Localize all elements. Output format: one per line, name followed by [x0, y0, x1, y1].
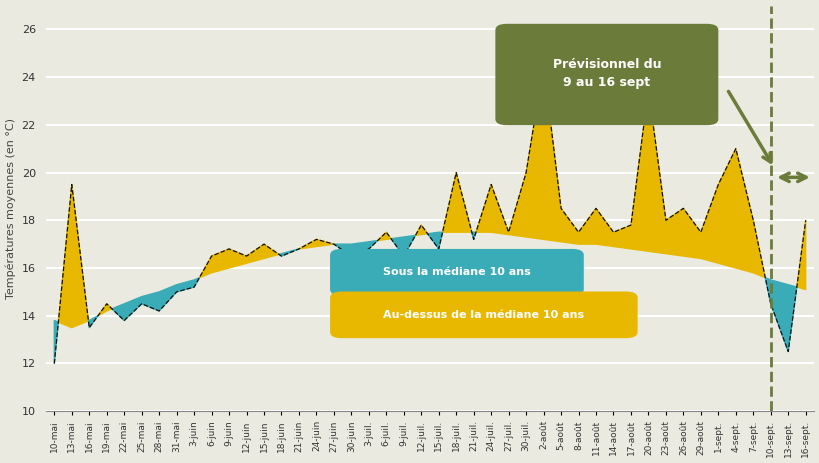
Y-axis label: Températures moyennes (en °C): Températures moyennes (en °C) [6, 118, 16, 299]
FancyBboxPatch shape [330, 292, 637, 338]
Text: Prévisionnel du
9 au 16 sept: Prévisionnel du 9 au 16 sept [552, 58, 660, 89]
FancyBboxPatch shape [495, 24, 717, 125]
Text: Au-dessus de la médiane 10 ans: Au-dessus de la médiane 10 ans [382, 310, 584, 320]
Text: Sous la médiane 10 ans: Sous la médiane 10 ans [382, 268, 530, 277]
FancyBboxPatch shape [330, 249, 583, 295]
